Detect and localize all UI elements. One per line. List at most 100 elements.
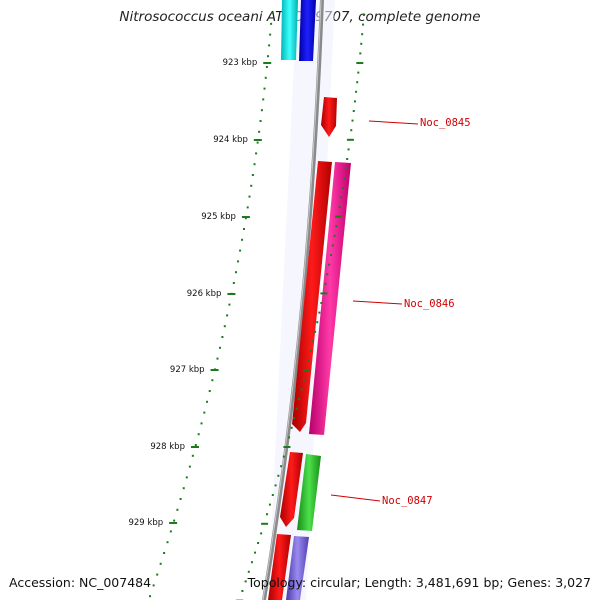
gene-leader-line xyxy=(368,120,419,125)
minor-tick xyxy=(290,426,293,429)
minor-tick xyxy=(343,177,346,180)
kbp-major-tick xyxy=(241,216,250,218)
minor-tick xyxy=(179,498,182,500)
minor-tick xyxy=(188,465,191,468)
minor-tick xyxy=(203,411,206,414)
minor-tick xyxy=(260,532,263,535)
gene-noc-0846-feature[interactable] xyxy=(292,161,332,432)
minor-tick xyxy=(216,357,219,360)
minor-tick xyxy=(221,336,224,338)
minor-tick xyxy=(173,519,176,522)
minor-tick xyxy=(269,33,272,36)
minor-tick xyxy=(262,98,265,101)
minor-tick xyxy=(268,503,271,506)
minor-tick xyxy=(267,55,270,58)
minor-tick xyxy=(200,422,203,425)
minor-tick xyxy=(182,487,185,490)
minor-tick xyxy=(260,109,263,112)
minor-tick xyxy=(191,454,194,457)
minor-tick xyxy=(206,400,209,403)
minor-tick xyxy=(351,119,354,122)
right-major-tick xyxy=(346,138,354,141)
gene-label[interactable]: Noc_0845 xyxy=(420,117,471,129)
minor-tick xyxy=(335,225,338,228)
minor-tick xyxy=(352,110,355,112)
minor-tick xyxy=(258,130,261,133)
gene-label[interactable]: Noc_0846 xyxy=(404,298,455,310)
gene-green-feature[interactable] xyxy=(297,454,321,531)
minor-tick xyxy=(246,206,249,209)
minor-tick xyxy=(271,12,274,14)
minor-tick xyxy=(255,152,258,155)
gene-purple-feature[interactable] xyxy=(286,536,309,600)
minor-tick xyxy=(265,66,268,68)
minor-tick xyxy=(361,33,364,36)
minor-tick xyxy=(271,494,274,496)
minor-tick xyxy=(234,271,237,274)
gene-red-feature-bottom[interactable] xyxy=(268,534,291,600)
kbp-label: 927 kbp xyxy=(170,365,205,375)
minor-tick xyxy=(359,52,362,55)
minor-tick xyxy=(274,484,277,487)
right-major-tick xyxy=(283,446,291,448)
minor-tick xyxy=(152,584,155,587)
right-major-tick xyxy=(334,215,342,218)
minor-tick xyxy=(242,228,245,230)
gene-pink-feature[interactable] xyxy=(309,162,351,435)
minor-tick xyxy=(228,303,231,306)
minor-tick xyxy=(333,234,336,237)
minor-tick xyxy=(295,407,298,410)
gene-leader-line xyxy=(330,494,381,502)
minor-tick xyxy=(362,23,365,26)
genome-backbone xyxy=(262,0,324,600)
minor-tick xyxy=(344,167,347,170)
kbp-major-tick xyxy=(263,62,272,64)
minor-tick xyxy=(357,71,360,74)
minor-tick xyxy=(309,350,312,352)
kbp-major-tick xyxy=(210,369,219,371)
minor-tick xyxy=(176,508,179,511)
minor-tick xyxy=(241,590,244,592)
minor-tick xyxy=(156,573,159,576)
kbp-label: 928 kbp xyxy=(150,442,185,452)
minor-tick xyxy=(329,254,332,256)
gene-blue-feature[interactable] xyxy=(299,0,316,61)
right-major-tick xyxy=(303,369,311,372)
minor-tick xyxy=(251,174,254,176)
minor-tick xyxy=(259,120,262,122)
minor-tick xyxy=(244,217,247,220)
minor-tick xyxy=(328,263,331,266)
minor-tick xyxy=(149,595,152,598)
minor-tick xyxy=(341,186,344,189)
gene-leader-line xyxy=(352,300,403,305)
kbp-major-tick xyxy=(190,446,199,448)
gene-label-leaders: Noc_0845 Noc_0846 Noc_0847 xyxy=(330,117,471,507)
minor-tick xyxy=(338,206,341,208)
kbp-label: 929 kbp xyxy=(128,518,163,528)
minor-tick xyxy=(318,311,321,314)
minor-tick xyxy=(237,260,240,263)
minor-tick xyxy=(316,321,319,324)
minor-tick xyxy=(232,282,235,284)
minor-tick xyxy=(226,314,229,317)
minor-tick xyxy=(270,22,273,25)
minor-tick xyxy=(288,436,291,439)
left-dotted-track xyxy=(149,12,274,598)
minor-tick xyxy=(244,580,247,583)
gene-label[interactable]: Noc_0847 xyxy=(382,495,433,507)
gene-noc-0847-feature[interactable] xyxy=(280,452,303,527)
minor-tick xyxy=(218,346,221,349)
kbp-major-tick xyxy=(169,522,178,524)
gene-cyan-feature[interactable] xyxy=(281,0,298,60)
genome-summary: Topology: circular; Length: 3,481,691 bp… xyxy=(247,575,591,590)
kbp-label: 923 kbp xyxy=(223,58,258,68)
minor-tick xyxy=(326,273,329,276)
kbp-major-tick xyxy=(227,293,236,295)
right-dotted-track xyxy=(236,14,365,600)
minor-tick xyxy=(197,433,200,436)
minor-tick xyxy=(293,417,296,420)
minor-tick xyxy=(311,340,314,343)
minor-tick xyxy=(340,196,343,199)
gene-noc-0845-feature[interactable] xyxy=(321,97,337,137)
